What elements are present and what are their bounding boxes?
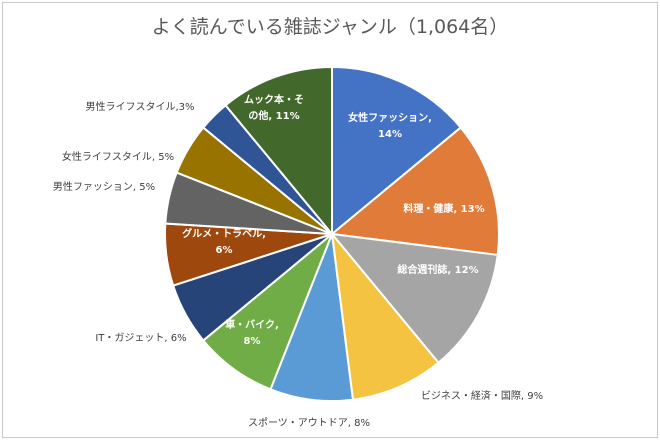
slice-label-11: 男性ライフスタイル,3% — [85, 100, 194, 113]
slice-label-2: 料理・健康, 13% — [403, 202, 484, 215]
slice-label-12: ムック本・その他, 11% — [244, 93, 304, 122]
pie-slice-3 — [329, 232, 499, 365]
chart-title: よく読んでいる雑誌ジャンル（1,064名） — [151, 16, 509, 38]
slice-label-1: 女性ファッション, 14% — [348, 111, 432, 140]
slice-label-7: IT・ガジェット, 6% — [95, 332, 186, 344]
slice-label-4: ビジネス・経済・国際, 9% — [421, 389, 543, 402]
pie-slice-4 — [330, 230, 440, 401]
pie-slice-12 — [224, 65, 333, 237]
slice-label-5: スポーツ・アウトドア, 8% — [248, 417, 370, 429]
slice-label-10: 女性ライフスタイル, 5% — [62, 150, 174, 163]
pie-slice-2 — [329, 126, 500, 257]
slice-label-3: 総合週刊誌, 12% — [397, 263, 478, 276]
slice-label-8: グルメ・トラベル, 6% — [182, 227, 266, 256]
pie-slice-1 — [331, 65, 463, 237]
slice-label-6: 車・バイク, 8% — [225, 318, 279, 347]
slice-label-9: 男性ファッション, 5% — [53, 180, 155, 193]
